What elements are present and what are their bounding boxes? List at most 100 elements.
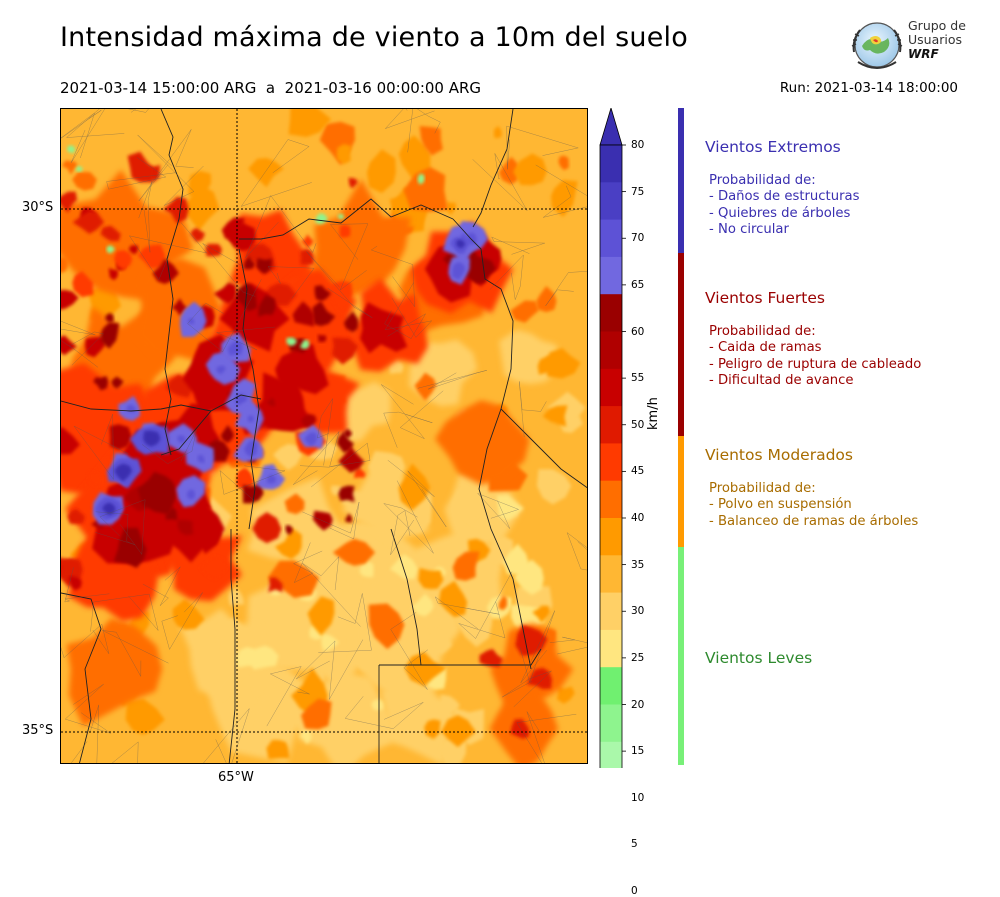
department-line: [384, 310, 427, 339]
department-line: [138, 180, 153, 253]
department-line: [137, 134, 204, 206]
wind-contour: [359, 560, 374, 578]
wind-contour: [551, 179, 578, 217]
wind-contour: [273, 443, 303, 471]
wind-contour: [440, 694, 460, 713]
wind-contour: [75, 165, 83, 172]
wind-contour: [274, 527, 302, 560]
department-line: [71, 704, 99, 763]
category-description-line: - No circular: [709, 221, 789, 237]
wind-contour: [69, 576, 82, 591]
wind-contour: [532, 605, 551, 623]
department-line: [245, 195, 317, 259]
wind-contour: [338, 446, 365, 473]
department-line: [69, 331, 104, 368]
border-line: [500, 408, 587, 489]
colorbar-segment: [600, 518, 622, 556]
wind-contour: [266, 740, 290, 760]
lat-label-30s: 30°S: [22, 200, 54, 215]
wind-contour: [493, 125, 502, 138]
wind-contour: [72, 210, 105, 234]
wind-contour: [301, 698, 332, 730]
wind-contour: [332, 538, 376, 566]
category-item: Vientos Extremos Probabilidad de: - Daños …: [705, 138, 985, 238]
department-line: [203, 708, 250, 763]
colorbar-tick-label: 25: [631, 651, 645, 664]
wind-contour: [197, 454, 205, 463]
wind-contour: [354, 467, 366, 479]
wind-contour: [152, 258, 179, 284]
wind-contour: [105, 312, 114, 323]
wind-contour: [177, 519, 194, 536]
wind-contour: [288, 109, 332, 137]
wind-contour: [216, 365, 226, 375]
colorbar-tick-label: 35: [631, 558, 645, 571]
wind-contour: [267, 560, 319, 598]
department-line: [535, 164, 587, 218]
wind-contour: [227, 222, 256, 251]
wind-map[interactable]: [60, 108, 588, 764]
category-description-line: - Dificultad de avance: [709, 372, 854, 388]
department-line: [434, 596, 500, 630]
wind-contour: [343, 428, 353, 439]
colorbar: [599, 108, 626, 768]
wind-contour: [286, 337, 298, 346]
colorbar-tick-label: 20: [631, 698, 645, 711]
department-line: [61, 321, 96, 349]
wind-contour: [108, 268, 119, 281]
border-line: [160, 109, 184, 456]
department-line: [477, 493, 520, 529]
colorbar-tick-label: 60: [631, 325, 645, 338]
wind-contour: [87, 470, 103, 487]
wind-contour: [419, 126, 443, 156]
department-line: [458, 571, 513, 639]
wind-contour: [467, 257, 496, 284]
department-line: [102, 630, 169, 678]
department-line: [387, 460, 447, 528]
wind-contour: [213, 282, 237, 304]
department-line: [390, 612, 429, 690]
wind-contour: [248, 645, 279, 670]
wind-contour: [309, 179, 411, 304]
wind-contour: [72, 172, 97, 191]
wind-contour: [68, 525, 158, 622]
wind-contour: [100, 225, 121, 242]
wind-contour: [510, 719, 529, 739]
wind-contour: [114, 463, 133, 482]
wind-contour: [536, 469, 572, 505]
wind-contour: [111, 376, 124, 389]
department-line: [61, 110, 102, 159]
wind-contour: [331, 337, 359, 365]
lon-label-65w: 65°W: [218, 770, 254, 785]
wind-contour: [441, 715, 476, 748]
department-line: [302, 501, 360, 540]
department-line: [491, 236, 545, 255]
wind-contour: [67, 508, 85, 524]
category-description-line: - Caida de ramas: [709, 340, 822, 356]
wind-contour: [256, 687, 296, 737]
category-bar: [678, 108, 684, 253]
wind-contour: [256, 258, 272, 274]
colorbar-tick-label: 75: [631, 185, 645, 198]
wind-contour: [177, 435, 186, 444]
wind-contour: [299, 340, 310, 350]
wind-contour: [172, 298, 187, 316]
department-line: [344, 696, 424, 729]
wind-contour: [61, 160, 78, 175]
department-line: [317, 398, 333, 466]
wind-contour: [389, 554, 418, 580]
wind-contour: [360, 302, 408, 354]
category-description: Probabilidad de: - Daños de estructuras - …: [709, 173, 985, 238]
logo-line-3: WRF: [908, 47, 939, 61]
department-borders: [61, 109, 587, 763]
wind-contour: [137, 471, 176, 515]
wind-contour: [247, 415, 254, 423]
colorbar-segment: [600, 406, 622, 444]
colorbar-segment: [600, 480, 622, 519]
category-item: Vientos Leves: [705, 649, 985, 667]
wind-contour: [312, 510, 333, 531]
wind-contour: [236, 282, 258, 312]
wind-contour: [61, 290, 79, 310]
department-line: [187, 279, 262, 353]
department-line: [385, 109, 435, 129]
